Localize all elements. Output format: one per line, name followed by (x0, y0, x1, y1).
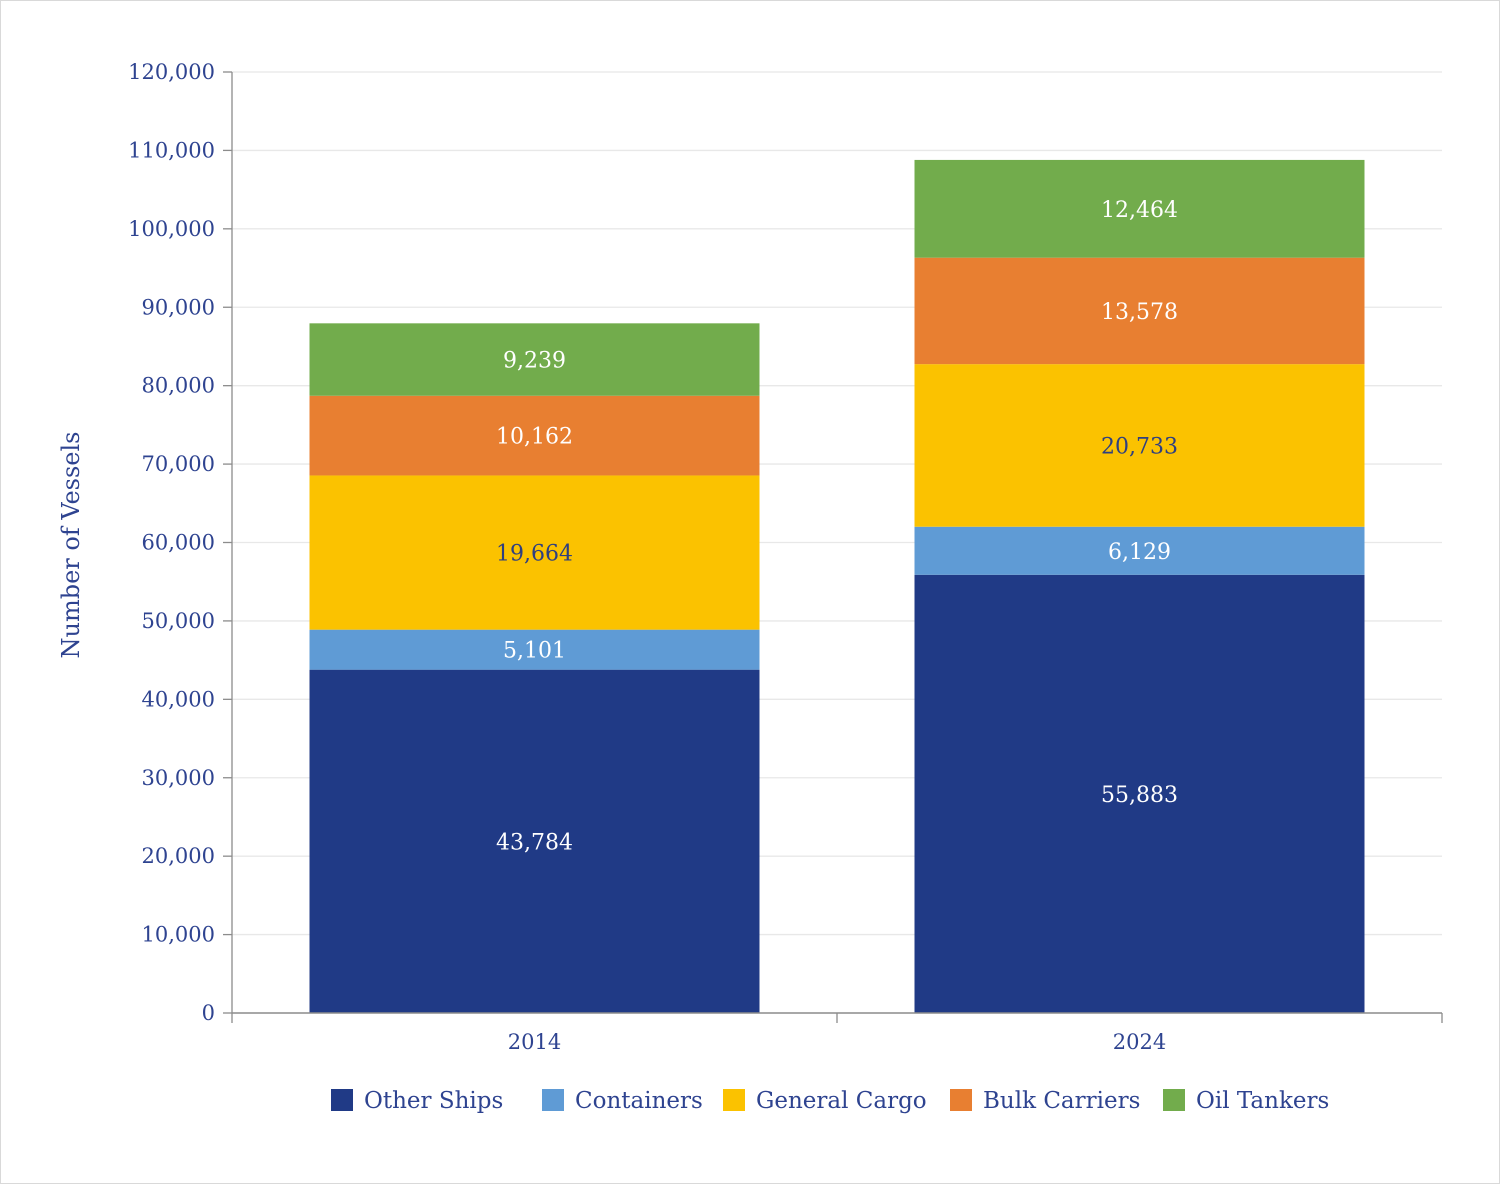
data-label: 20,733 (1101, 434, 1178, 459)
y-tick-label: 120,000 (128, 60, 215, 84)
y-tick-label: 90,000 (142, 295, 215, 319)
bar-segment-other-ships-2024 (914, 574, 1365, 1013)
bar-segment-oil-tankers-2014 (309, 323, 760, 396)
x-tick-label: 2024 (1113, 1030, 1166, 1054)
legend-label: Oil Tankers (1196, 1088, 1329, 1114)
y-tick-label: 60,000 (142, 531, 215, 555)
legend-label: General Cargo (756, 1088, 927, 1114)
y-tick-label: 10,000 (142, 923, 215, 947)
axes (223, 71, 1443, 1023)
y-axis-title: Number of Vessels (57, 431, 85, 658)
legend-swatch (723, 1089, 745, 1111)
y-tick-label: 30,000 (142, 766, 215, 790)
data-label: 13,578 (1101, 300, 1178, 325)
data-label: 43,784 (496, 830, 573, 855)
data-label: 6,129 (1108, 540, 1171, 565)
data-label: 55,883 (1101, 783, 1178, 808)
bar-segment-bulk-carriers-2024 (914, 257, 1365, 365)
y-tick-label: 0 (202, 1001, 215, 1025)
data-label: 19,664 (496, 542, 573, 567)
x-tick-label: 2014 (508, 1030, 561, 1054)
y-tick-label: 110,000 (128, 138, 215, 162)
bar-segment-oil-tankers-2024 (914, 159, 1365, 258)
y-tick-label: 100,000 (128, 217, 215, 241)
legend-swatch (950, 1089, 972, 1111)
data-label: 12,464 (1101, 198, 1178, 223)
bar-segment-containers-2014 (309, 629, 760, 670)
data-label: 9,239 (503, 349, 566, 374)
y-tick-label: 80,000 (142, 374, 215, 398)
bar-segment-general-cargo-2014 (309, 475, 760, 630)
bar-segment-bulk-carriers-2014 (309, 395, 760, 476)
legend-swatch (542, 1089, 564, 1111)
legend-swatch (1163, 1089, 1185, 1111)
bar-segment-containers-2024 (914, 526, 1365, 575)
y-tick-label: 70,000 (142, 452, 215, 476)
bar-segment-general-cargo-2024 (914, 364, 1365, 527)
legend-label: Containers (575, 1088, 703, 1114)
legend: Other Ships Containers General Cargo Bulk C… (331, 1088, 1329, 1114)
data-label: 5,101 (503, 639, 566, 664)
y-tick-labels: 0 10,000 20,000 30,000 40,000 50,000 60,000 70,… (128, 60, 215, 1025)
legend-swatch (331, 1089, 353, 1111)
data-label: 10,162 (496, 425, 573, 450)
y-tick-label: 50,000 (142, 609, 215, 633)
bars: 43,784 5,101 19,664 10,162 9,239 55,883 6,129 2… (309, 159, 1365, 1013)
y-tick-label: 20,000 (142, 844, 215, 868)
legend-label: Other Ships (364, 1088, 503, 1114)
bar-segment-other-ships-2014 (309, 669, 760, 1013)
x-tick-labels: 2014 2024 (508, 1030, 1166, 1054)
legend-label: Bulk Carriers (983, 1088, 1140, 1114)
y-tick-label: 40,000 (142, 687, 215, 711)
